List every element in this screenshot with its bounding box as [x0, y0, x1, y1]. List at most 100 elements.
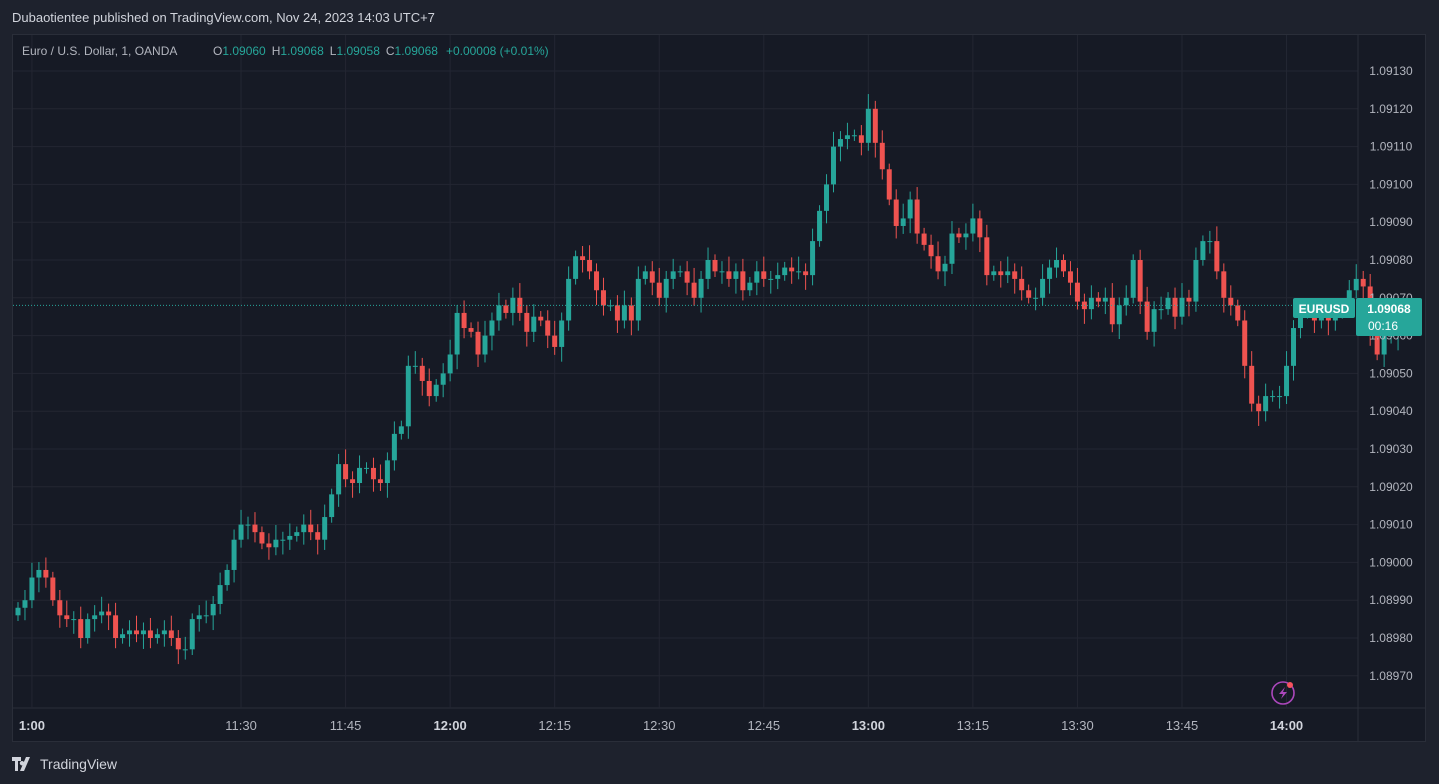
candle-body	[949, 233, 955, 264]
chart-area[interactable]: 1.09130 1.09120 1.09110 1.09100 1.09090 1.090…	[12, 34, 1426, 742]
candle	[196, 605, 202, 632]
candle	[935, 241, 941, 280]
candle	[468, 322, 474, 338]
price-tick-label: 1.09100	[1369, 177, 1413, 191]
candle	[329, 488, 335, 523]
candle-body	[1318, 316, 1324, 321]
candle	[384, 452, 390, 498]
candle-body	[231, 539, 237, 570]
candle-body	[29, 577, 35, 601]
candle	[308, 509, 314, 541]
candle-body	[942, 263, 948, 272]
candle	[1353, 264, 1359, 299]
candle-body	[496, 305, 502, 321]
candle	[921, 227, 927, 251]
candle-body	[92, 615, 98, 620]
candle	[782, 261, 788, 281]
candle	[747, 277, 753, 296]
candle-body	[984, 237, 990, 276]
candle	[914, 187, 920, 244]
candle	[343, 449, 349, 488]
candle-body	[440, 373, 446, 385]
footer-brand-name: TradingView	[40, 756, 118, 772]
candle	[851, 129, 857, 141]
candle-body	[412, 365, 418, 367]
ohlc-legend: O1.09060 H1.09068 L1.09058 C1.09068 +0.00008…	[213, 44, 549, 58]
time-tick-label: 12:15	[538, 718, 571, 733]
candle	[182, 636, 188, 660]
candle-body	[147, 630, 153, 638]
candle	[22, 589, 28, 621]
candle	[1228, 285, 1234, 316]
price-axis[interactable]: 1.09130 1.09120 1.09110 1.09100 1.09090 1.090…	[1369, 64, 1413, 683]
candle-body	[928, 244, 934, 257]
candle	[1172, 287, 1178, 330]
time-tick-label: 13:15	[957, 718, 990, 733]
legend-high-value: 1.09068	[280, 44, 324, 58]
candle	[830, 131, 836, 193]
candlestick-chart[interactable]: 1.09130 1.09120 1.09110 1.09100 1.09090 1.090…	[13, 35, 1425, 741]
candle-body	[635, 278, 641, 321]
last-price-tag-bg	[1356, 298, 1422, 336]
candle-body	[1360, 278, 1366, 287]
candle	[92, 605, 98, 632]
candle	[600, 277, 606, 316]
candle	[1256, 395, 1262, 426]
legend-symbol: Euro / U.S. Dollar, 1, OANDA	[22, 44, 177, 58]
candle-body	[865, 108, 871, 143]
candle-body	[15, 607, 21, 616]
candle	[587, 245, 593, 280]
candle-body	[872, 108, 878, 143]
candle-body	[120, 634, 126, 638]
lightning-icon[interactable]	[1271, 681, 1295, 705]
candle-body	[238, 524, 244, 540]
candle-body	[1095, 297, 1101, 302]
candle	[57, 589, 63, 628]
candle-body	[1088, 297, 1094, 310]
price-tick-label: 1.09120	[1369, 102, 1413, 116]
footer-branding[interactable]: TradingView	[12, 754, 117, 774]
candle	[879, 130, 885, 180]
legend-close-value: 1.09068	[395, 44, 439, 58]
candle	[120, 628, 126, 644]
candle-body	[991, 271, 997, 276]
candle	[1005, 256, 1011, 284]
candle	[1012, 263, 1018, 294]
last-price-label: 1.09068	[1367, 302, 1411, 316]
candle-body	[308, 524, 314, 533]
candle	[837, 131, 843, 162]
candle-body	[719, 271, 725, 273]
candle	[217, 572, 223, 615]
candle	[231, 529, 237, 583]
candle	[998, 261, 1004, 288]
candle-body	[1207, 241, 1213, 243]
candle	[1242, 310, 1248, 379]
candle	[1207, 230, 1213, 254]
candle-body	[1353, 278, 1359, 291]
price-tick-label: 1.09110	[1370, 140, 1413, 154]
candle	[865, 94, 871, 151]
candle	[635, 266, 641, 331]
price-tick-label: 1.08990	[1369, 593, 1413, 607]
candle	[370, 457, 376, 492]
candle	[189, 613, 195, 656]
candle	[1277, 385, 1283, 409]
time-axis[interactable]: 1:00 11:30 11:45 12:00 12:15 12:30 12:45 13:00 1…	[19, 718, 1303, 733]
candle	[1144, 286, 1150, 340]
price-tick-label: 1.09040	[1369, 404, 1413, 418]
candle	[719, 261, 725, 284]
candle-body	[656, 282, 662, 298]
candle	[566, 266, 572, 331]
candle	[670, 258, 676, 290]
candle	[168, 615, 174, 646]
candle	[984, 224, 990, 286]
candle	[1137, 249, 1143, 315]
price-tick-label: 1.09000	[1369, 555, 1413, 569]
candle-body	[998, 271, 1004, 276]
candle-body	[50, 577, 56, 601]
candle	[475, 321, 481, 367]
candle	[391, 421, 397, 471]
candle-body	[154, 634, 160, 638]
candle	[252, 512, 258, 543]
candle-body	[1165, 297, 1171, 310]
